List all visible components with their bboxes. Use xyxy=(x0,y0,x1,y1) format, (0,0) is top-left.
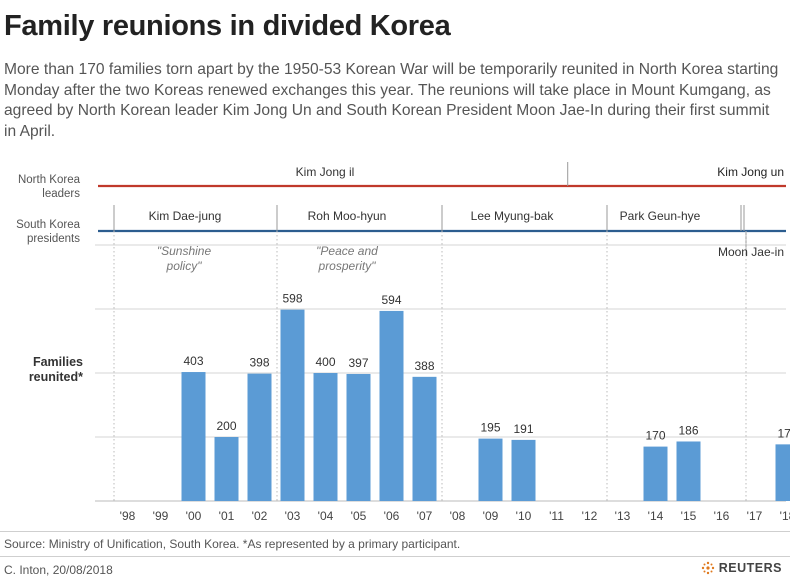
leader-timelines: North Korea leaders Kim Jong il Kim Jong un… xyxy=(16,162,786,501)
chart-title: Family reunions in divided Korea xyxy=(4,10,451,42)
north-korea-label: leaders xyxy=(42,188,80,200)
leader-name: Kim Jong un xyxy=(717,165,784,179)
bar-value-label: 195 xyxy=(480,421,500,435)
y-axis-label: reunited* xyxy=(29,370,83,384)
bar xyxy=(775,444,790,501)
bar xyxy=(214,437,239,501)
bar xyxy=(379,310,404,501)
bar xyxy=(313,373,338,501)
brand-name: REUTERS xyxy=(718,561,782,575)
x-tick-label: '04 xyxy=(318,509,334,523)
policy-label: "Peace and xyxy=(316,244,378,258)
bar xyxy=(643,446,668,501)
policy-label: "Sunshine xyxy=(157,244,212,258)
south-korea-label: presidents xyxy=(27,233,80,245)
bar-value-label: 398 xyxy=(249,356,269,370)
x-tick-label: '10 xyxy=(516,509,532,523)
x-tick-label: '99 xyxy=(153,509,169,523)
president-name: Lee Myung-bak xyxy=(471,209,555,223)
bar-value-label: 177 xyxy=(777,426,790,440)
x-tick-label: '11 xyxy=(549,509,564,523)
bar-value-label: 397 xyxy=(348,356,368,370)
president-name: Park Geun-hye xyxy=(620,209,701,223)
bar-value-label: 400 xyxy=(315,355,335,369)
reuters-dots-icon xyxy=(701,561,714,575)
footer-divider-bottom xyxy=(0,556,790,557)
x-tick-label: '01 xyxy=(219,509,235,523)
x-tick-label: '07 xyxy=(417,509,433,523)
x-tick-labels: '98 '99 '00 '01 '02 '03 '04 '05 '06 '07 '08 '09 '10 '… xyxy=(120,509,790,523)
bar xyxy=(511,439,536,501)
bar-value-label: 186 xyxy=(678,423,698,437)
leader-name: Kim Jong il xyxy=(296,165,355,179)
president-name: Kim Dae-jung xyxy=(149,209,222,223)
president-name: Roh Moo-hyun xyxy=(308,209,387,223)
x-tick-label: '08 xyxy=(450,509,466,523)
bar-value-label: 170 xyxy=(645,429,665,443)
x-tick-label: '06 xyxy=(384,509,400,523)
bar xyxy=(346,373,371,501)
bars: 403 200 398 598 400 397 594 388 195 191 170 186 177 xyxy=(181,292,790,501)
bar-value-label: 191 xyxy=(513,422,533,436)
chart-description: More than 170 families torn apart by the… xyxy=(4,61,779,140)
bar xyxy=(412,376,437,501)
credit-line: C. Inton, 20/08/2018 xyxy=(4,563,113,577)
source-note: Source: Ministry of Unification, South K… xyxy=(4,537,461,551)
x-tick-label: '09 xyxy=(483,509,499,523)
x-tick-label: '13 xyxy=(615,509,631,523)
bar xyxy=(280,309,305,501)
south-korea-label: South Korea xyxy=(16,219,81,231)
x-tick-label: '14 xyxy=(648,509,664,523)
policy-label: policy" xyxy=(166,259,203,273)
bar xyxy=(247,373,272,501)
x-tick-label: '00 xyxy=(186,509,202,523)
x-tick-label: '12 xyxy=(582,509,598,523)
bar-value-label: 403 xyxy=(183,354,203,368)
x-tick-label: '16 xyxy=(714,509,730,523)
footer-divider-top xyxy=(0,531,790,532)
x-tick-label: '98 xyxy=(120,509,136,523)
x-tick-label: '18 xyxy=(780,509,790,523)
north-korea-label: North Korea xyxy=(18,174,81,186)
bar xyxy=(181,372,206,501)
president-name: Moon Jae-in xyxy=(718,245,784,259)
policy-label: prosperity" xyxy=(318,259,377,273)
bar-value-label: 200 xyxy=(216,419,236,433)
bar-value-label: 598 xyxy=(282,292,302,306)
x-tick-label: '15 xyxy=(681,509,697,523)
x-tick-label: '03 xyxy=(285,509,301,523)
x-tick-label: '02 xyxy=(252,509,268,523)
x-tick-label: '05 xyxy=(351,509,367,523)
bar xyxy=(676,441,701,501)
brand-logo: REUTERS xyxy=(701,561,782,575)
bar xyxy=(478,438,503,501)
y-axis-label: Families xyxy=(33,355,83,369)
bar-value-label: 594 xyxy=(381,293,401,307)
bar-value-label: 388 xyxy=(414,359,434,373)
x-tick-label: '17 xyxy=(747,509,763,523)
